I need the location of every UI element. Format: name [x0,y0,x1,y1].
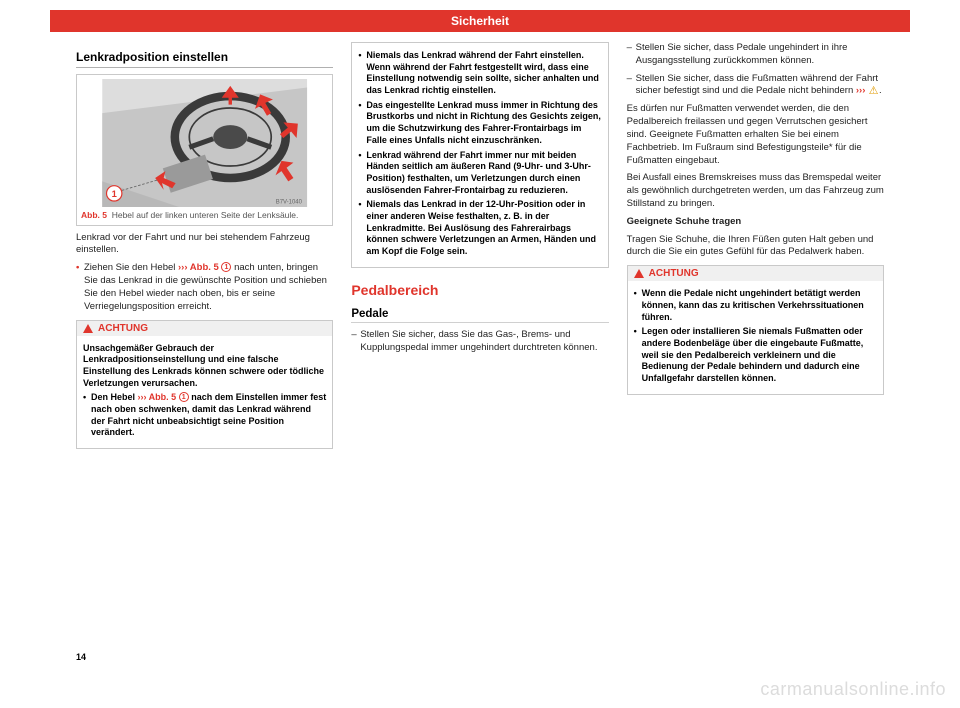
ref-circle-1b-icon: 1 [179,392,189,402]
figure-caption-text: Hebel auf der linken unteren Seite der L… [112,210,299,220]
achtung-box-1-continued: Niemals das Lenkrad während der Fahrt ei… [351,42,608,268]
columns: Lenkradposition einstellen [50,32,910,455]
figure-5-caption: Abb. 5 Hebel auf der linken unteren Seit… [81,207,328,221]
figure-5-image: 1 B7V-1040 [81,79,328,207]
achtung-2-b2: Legen oder installieren Sie niemals Fußm… [634,326,877,384]
ref-abb5: ››› Abb. 5 [178,262,219,273]
warning-triangle-icon [83,324,93,333]
col3-d3: Stellen Sie sicher, dass die Fußmatten w… [627,73,884,99]
subhead-steering: Lenkradposition einstellen [76,50,333,68]
ref-circle-1-icon: 1 [221,262,231,272]
achtung-1-p2: Den Hebel ››› Abb. 5 1 nach dem Einstell… [83,392,326,439]
page-number: 14 [76,652,86,662]
col2-d1: Stellen Sie sicher, dass Sie das Gas-, B… [351,329,608,355]
achtung-1c-b2: Das eingestellte Lenkrad muss immer in R… [358,100,601,147]
col3-p3: Tragen Sie Schuhe, die Ihren Füßen guten… [627,234,884,260]
manual-page: Sicherheit Lenkradposition einstellen [50,10,910,668]
col3-p1: Es dürfen nur Fußmatten verwendet werden… [627,103,884,167]
achtung-2-title: ACHTUNG [649,268,699,279]
achtung-1-header: ACHTUNG [77,321,332,336]
header-bar: Sicherheit [50,10,910,32]
achtung-1c-b1: Niemals das Lenkrad während der Fahrt ei… [358,50,601,97]
watermark: carmanualsonline.info [760,679,946,700]
figure-5: 1 B7V-1040 Abb. 5 Hebel auf der linken u… [76,74,333,226]
col3-d2: Stellen Sie sicher, dass Pedale ungehind… [627,42,884,68]
achtung-2-header: ACHTUNG [628,266,883,281]
warning-small-icon: ⚠ [868,86,879,97]
achtung-box-2: ACHTUNG Wenn die Pedale nicht ungehinder… [627,265,884,395]
achtung-2-b1: Wenn die Pedale nicht ungehindert betäti… [634,288,877,323]
figure-label: Abb. 5 [81,210,107,220]
header-title: Sicherheit [451,14,509,28]
achtung-1c-b4: Niemals das Lenkrad in der 12-Uhr-Positi… [358,199,601,257]
col1-p2: Ziehen Sie den Hebel ››› Abb. 5 1 nach u… [76,262,333,313]
warning-triangle-2-icon [634,269,644,278]
svg-text:B7V-1040: B7V-1040 [276,200,303,206]
column-2: Niemals das Lenkrad während der Fahrt ei… [351,42,608,455]
achtung-1c-b3: Lenkrad während der Fahrt immer nur mit … [358,150,601,197]
col3-p2: Bei Ausfall eines Bremskreises muss das … [627,172,884,210]
column-1: Lenkradposition einstellen [76,42,333,455]
section-pedalbereich: Pedalbereich [351,282,608,298]
col1-p1: Lenkrad vor der Fahrt und nur bei stehen… [76,232,333,258]
column-3: Stellen Sie sicher, dass Pedale ungehind… [627,42,884,455]
svg-text:1: 1 [112,189,117,199]
subsect-pedale: Pedale [351,308,608,323]
achtung-1-p1: Unsachgemäßer Gebrauch der Lenkradpositi… [83,343,326,390]
achtung-box-1: ACHTUNG Unsachgemäßer Gebrauch der Lenkr… [76,320,333,450]
achtung-1-title: ACHTUNG [98,323,148,334]
heading-shoes: Geeignete Schuhe tragen [627,216,884,229]
ref-arrows: ››› [856,85,866,96]
